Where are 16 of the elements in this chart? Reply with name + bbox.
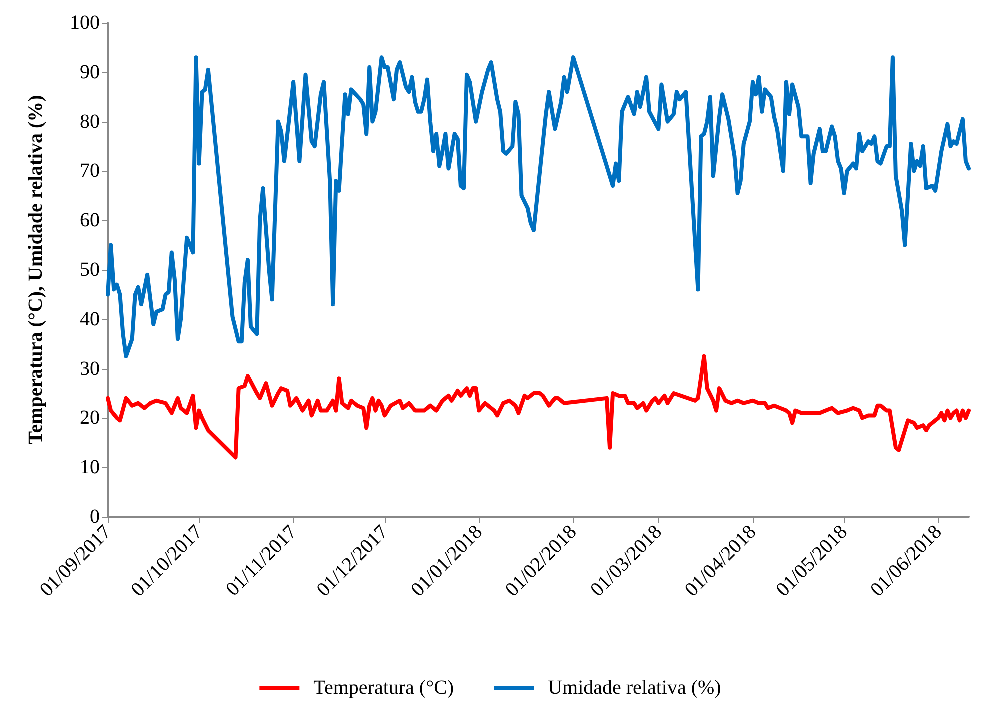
y-tick-label: 80 — [80, 110, 100, 133]
y-tick-label: 40 — [80, 308, 100, 330]
legend-label: Umidade relativa (%) — [548, 677, 722, 699]
legend-label: Temperatura (°C) — [314, 677, 454, 699]
y-tick-label: 50 — [80, 259, 100, 281]
y-tick-label: 20 — [80, 407, 100, 430]
y-tick-label: 0 — [90, 506, 100, 528]
y-tick-label: 30 — [80, 358, 100, 380]
line-series — [106, 354, 971, 460]
y-tick-label: 70 — [80, 160, 100, 182]
y-tick-label: 90 — [80, 61, 100, 84]
y-tick-label: 100 — [70, 12, 100, 34]
line-series — [106, 56, 971, 358]
y-tick-label: 60 — [80, 210, 100, 232]
y-axis-title: Temperatura (°C), Umidade relativa (%) — [25, 95, 47, 445]
y-tick-label: 10 — [80, 456, 100, 479]
